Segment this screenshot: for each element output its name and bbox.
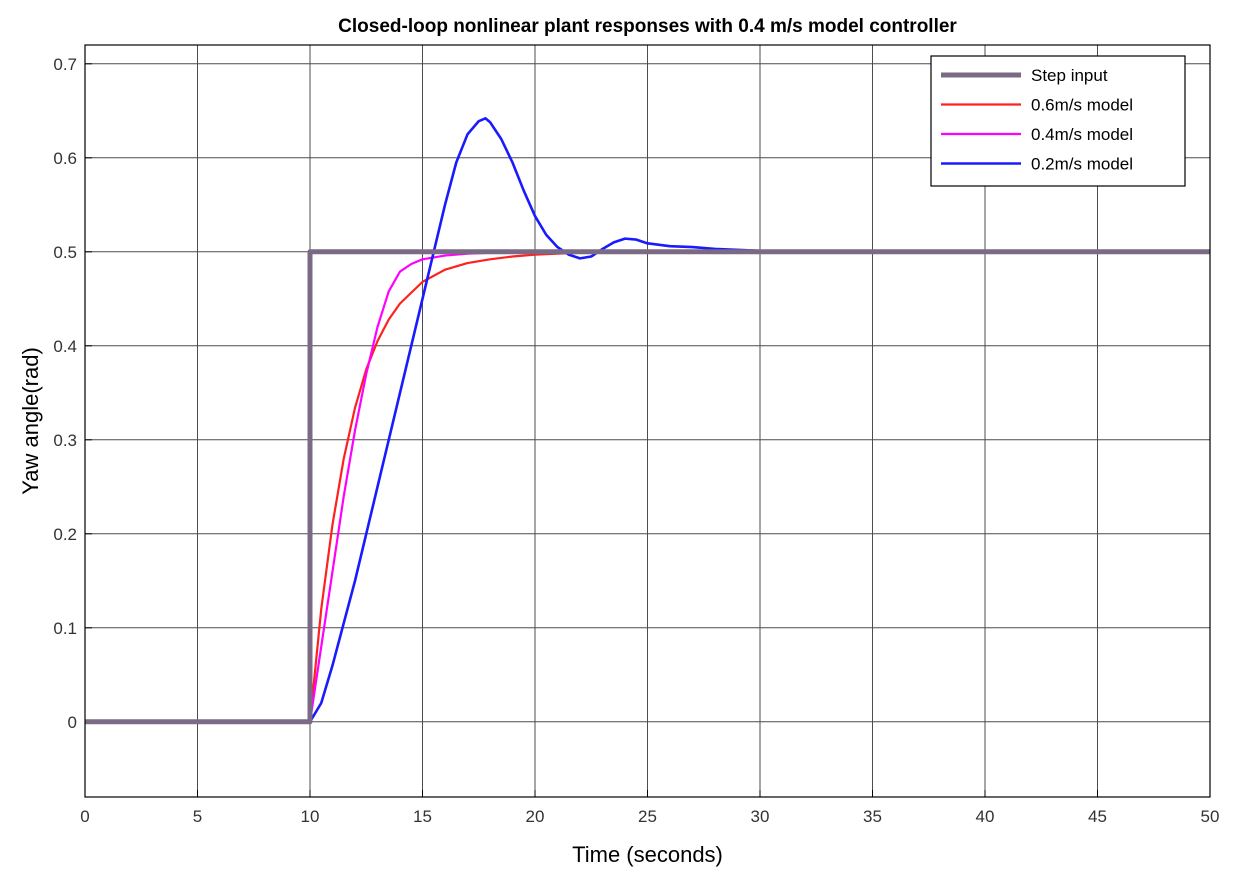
x-tick-label: 25 (638, 807, 657, 826)
x-tick-label: 50 (1201, 807, 1220, 826)
x-tick-label: 15 (413, 807, 432, 826)
series-layer (85, 117, 1210, 725)
tick-labels: 0 5 10 15 20 25 30 35 40 45 50 0 0.1 0.2 0.3 0.4 0.5 0.6 0… (53, 55, 1219, 826)
legend-entry: 0.4m/s model (1031, 125, 1133, 144)
x-tick-label: 45 (1088, 807, 1107, 826)
x-tick-label: 20 (526, 807, 545, 826)
series-line-3 (85, 117, 1210, 724)
x-tick-label: 35 (863, 807, 882, 826)
plot-area-frame (84, 44, 1211, 798)
x-tick-label: 5 (193, 807, 202, 826)
chart-title: Closed-loop nonlinear plant responses wi… (338, 16, 957, 37)
y-tick-label: 0.3 (53, 431, 77, 450)
y-tick-label: 0.6 (53, 149, 77, 168)
legend-entry: 0.2m/s model (1031, 155, 1133, 174)
series-line-0 (85, 249, 1210, 725)
y-tick-label: 0.1 (53, 619, 77, 638)
x-tick-label: 40 (976, 807, 995, 826)
x-axis-label: Time (seconds) (572, 842, 723, 867)
y-tick-label: 0.4 (53, 337, 77, 356)
grid (84, 45, 1211, 797)
legend: Step input 0.6m/s model 0.4m/s model 0.2m/s… (930, 55, 1186, 187)
x-tick-label: 30 (751, 807, 770, 826)
legend-entry: 0.6m/s model (1031, 96, 1133, 115)
legend-entry: Step input (1031, 66, 1108, 85)
y-tick-label: 0.5 (53, 243, 77, 262)
x-tick-label: 10 (301, 807, 320, 826)
x-tick-label: 0 (80, 807, 89, 826)
y-axis-label: Yaw angle(rad) (18, 347, 43, 495)
y-tick-label: 0 (68, 713, 77, 732)
y-tick-label: 0.2 (53, 525, 77, 544)
y-tick-label: 0.7 (53, 55, 77, 74)
